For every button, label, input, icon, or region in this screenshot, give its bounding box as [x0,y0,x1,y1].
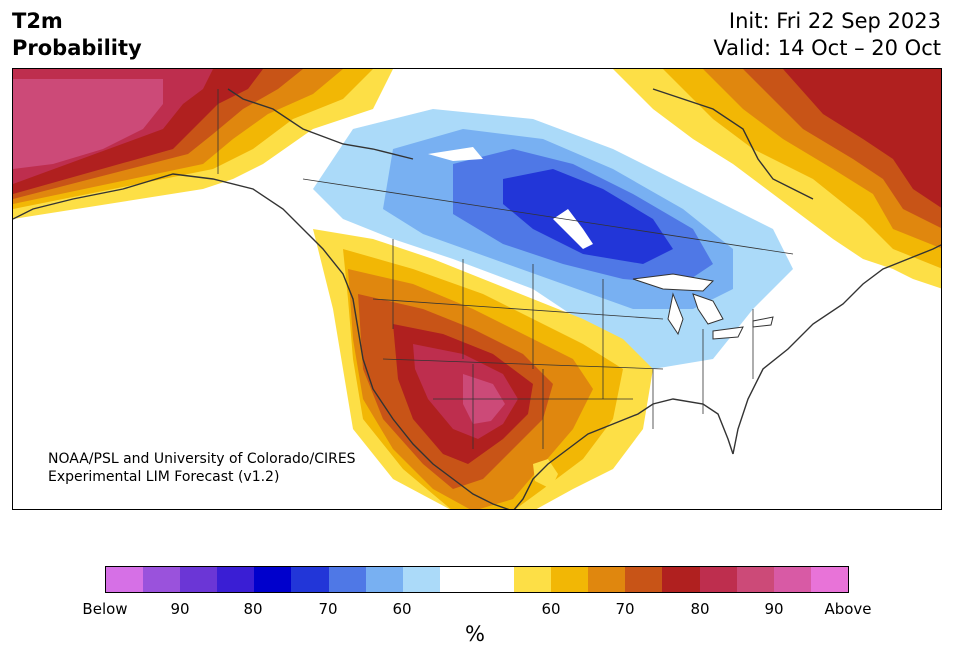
warm-zone-alaska-90 [13,79,163,169]
colorbar-swatch-10 [476,567,515,592]
colorbar-tick-label: Below [82,600,128,618]
colorbar-tick-label: 70 [318,600,338,618]
colorbar-tick-label: 60 [541,600,561,618]
colorbar-tick-label: 90 [170,600,190,618]
colorbar-swatch-14 [625,567,663,592]
colorbar-swatch-18 [773,567,811,592]
forecast-dates: Init: Fri 22 Sep 2023 Valid: 14 Oct – 20… [713,8,941,62]
init-date: Init: Fri 22 Sep 2023 [728,9,941,33]
probability-map [13,69,941,509]
great-lakes [632,273,774,340]
colorbar-swatch-15 [662,567,700,592]
colorbar-swatch-9 [439,567,477,592]
colorbar-swatch-11 [514,567,552,592]
valid-date: Valid: 14 Oct – 20 Oct [713,36,941,60]
colorbar-swatch-6 [328,567,366,592]
warm-zone-mexico-cutout [533,459,558,489]
title-line-1: T2m [12,9,63,33]
warm-zone-northeast-80 [783,69,941,208]
credit-line-2: Experimental LIM Forecast (v1.2) [48,469,280,485]
coastlines [13,88,941,509]
colorbar-swatch-17 [736,567,774,592]
colorbar-swatch-7 [365,567,403,592]
colorbar-tick-label: 70 [615,600,635,618]
colorbar-tick-label: 60 [392,600,412,618]
political-borders [217,89,794,449]
cool-zone-cutout-white-2 [428,147,483,161]
colorbar-tick-label: Above [824,600,872,618]
colorbar-swatch-16 [699,567,737,592]
colorbar-swatch-1 [143,567,181,592]
colorbar-swatch-0 [106,567,144,592]
colorbar [105,566,849,593]
cool-zone-75 [503,169,673,264]
colorbar-swatch-12 [551,567,589,592]
credit-line-1: NOAA/PSL and University of Colorado/CIRE… [48,451,356,467]
colorbar-unit: % [465,622,485,646]
colorbar-ticks: Below 90 80 70 60 60 70 80 90 Above [0,600,953,620]
title-line-2: Probability [12,36,142,60]
map-title: T2m Probability [12,8,142,62]
colorbar-swatch-19 [810,567,848,592]
colorbar-swatch-4 [254,567,292,592]
colorbar-swatch-5 [291,567,329,592]
colorbar-swatch-8 [402,567,440,592]
colorbar-swatch-2 [180,567,218,592]
map-frame [12,68,942,510]
colorbar-swatch-13 [588,567,626,592]
colorbar-tick-label: 80 [690,600,710,618]
colorbar-tick-label: 80 [243,600,263,618]
forecast-credit: NOAA/PSL and University of Colorado/CIRE… [48,450,356,486]
colorbar-swatch-3 [217,567,255,592]
colorbar-tick-label: 90 [764,600,784,618]
